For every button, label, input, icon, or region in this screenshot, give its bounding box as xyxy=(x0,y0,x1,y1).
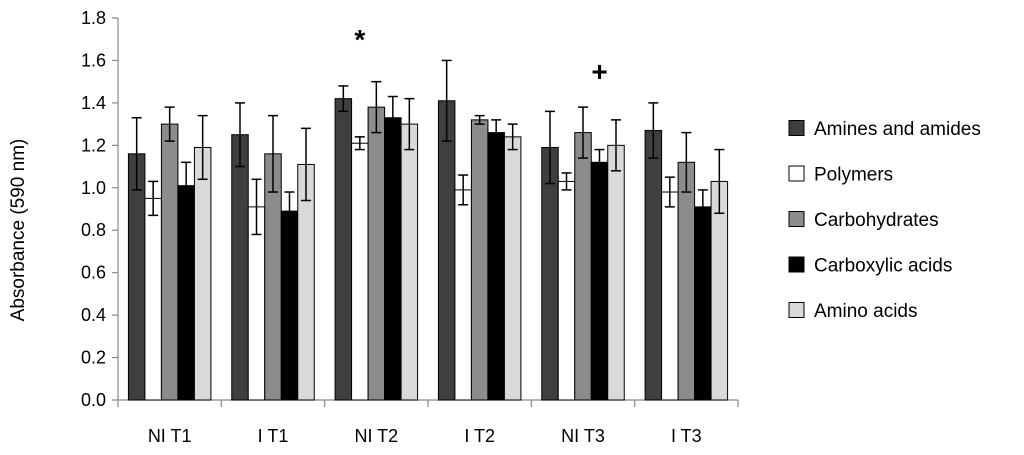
legend-label: Amines and amides xyxy=(814,119,981,140)
legend-swatch xyxy=(788,302,805,318)
x-tick-label: I T1 xyxy=(258,426,289,446)
bar xyxy=(177,185,195,401)
significance-marker: * xyxy=(354,24,365,55)
bar xyxy=(541,146,559,401)
bar-series xyxy=(127,59,729,401)
x-tick-label: I T3 xyxy=(671,426,702,446)
x-tick-label: I T2 xyxy=(464,426,495,446)
series-amino-acids xyxy=(193,97,729,401)
legend-swatch xyxy=(788,211,805,227)
bar xyxy=(607,144,625,401)
series-carboxylic-acids xyxy=(177,95,712,401)
y-tick-label: 0.6 xyxy=(81,263,106,283)
significance-marker: + xyxy=(591,56,607,87)
legend-swatch xyxy=(788,120,805,136)
bar xyxy=(280,210,299,401)
bar xyxy=(694,206,712,401)
y-tick-label: 1.6 xyxy=(81,50,106,70)
bar xyxy=(454,189,472,401)
bar xyxy=(127,153,146,401)
bar xyxy=(470,119,489,401)
bar xyxy=(710,180,729,401)
bar xyxy=(160,123,179,401)
bar xyxy=(384,117,402,401)
bar xyxy=(677,161,696,401)
x-tick-label: NI T3 xyxy=(561,426,605,446)
bar xyxy=(334,98,353,401)
y-tick-label: 1.0 xyxy=(81,178,106,198)
legend-swatch xyxy=(788,165,805,182)
y-tick-label: 1.4 xyxy=(81,93,106,113)
legend-label: Carboxylic acids xyxy=(814,256,952,277)
bar xyxy=(590,161,609,401)
legend-label: Amino acids xyxy=(814,301,918,322)
y-tick-label: 0.4 xyxy=(81,305,106,325)
y-axis-label: Absorbance (590 nm) xyxy=(8,139,29,322)
series-amines-and-amides xyxy=(127,59,663,401)
bar xyxy=(247,206,266,401)
y-tick-label: 0.2 xyxy=(81,348,106,368)
series-polymers xyxy=(144,136,679,401)
axes: 0.0 0.2 0.4 0.6 0.8 1.0 1.2 1.4 1.6 1.8 NI T1 I T1 N… xyxy=(81,8,739,446)
legend-swatch xyxy=(788,256,805,273)
bar xyxy=(144,197,162,401)
bar xyxy=(400,123,419,401)
bar xyxy=(503,136,522,401)
x-tick-label: NI T2 xyxy=(354,426,398,446)
bar xyxy=(437,100,456,401)
y-tick-label: 1.2 xyxy=(81,135,106,155)
bar xyxy=(574,132,592,401)
x-tick-label: NI T1 xyxy=(148,426,192,446)
y-tick-label: 0.0 xyxy=(81,390,106,410)
legend: Amines and amides Polymers Carbohydrates Ca… xyxy=(788,119,981,322)
bar xyxy=(487,132,505,401)
legend-label: Carbohydrates xyxy=(814,210,939,231)
y-tick-label: 0.8 xyxy=(81,220,106,240)
annotations: *+ xyxy=(354,24,607,87)
bar xyxy=(661,191,679,401)
bar xyxy=(193,146,212,401)
legend-label: Polymers xyxy=(814,165,893,186)
bar xyxy=(367,106,386,401)
bar xyxy=(644,129,663,401)
bar xyxy=(231,134,249,401)
y-tick-label: 1.8 xyxy=(81,8,106,28)
bar xyxy=(351,142,369,401)
bar xyxy=(557,180,576,401)
